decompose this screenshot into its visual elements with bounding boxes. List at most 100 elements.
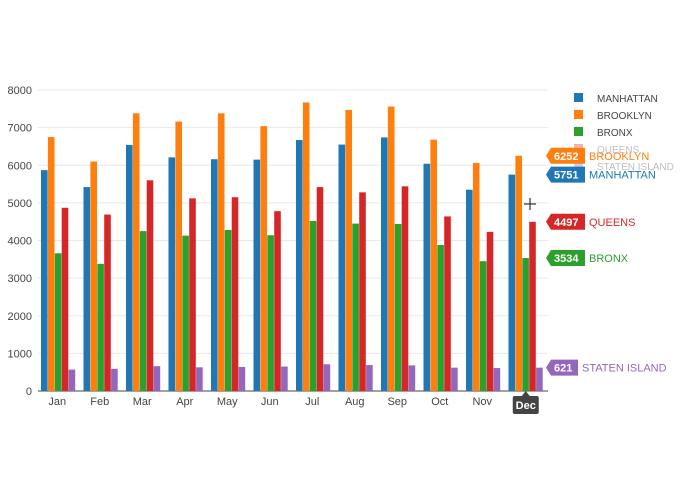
bar-staten-island-jun[interactable] [281, 366, 288, 391]
hover-series-name: QUEENS [589, 217, 635, 229]
hover-value: 5751 [554, 170, 578, 182]
bar-brooklyn-dec[interactable] [515, 155, 522, 391]
bar-queens-jun[interactable] [274, 211, 281, 391]
bar-manhattan-jun[interactable] [253, 159, 261, 391]
bar-bronx-jan[interactable] [54, 253, 62, 391]
bar-bronx-feb[interactable] [97, 263, 104, 391]
hover-box [546, 166, 585, 183]
hover-value: 621 [554, 363, 572, 375]
x-axis: Jan Feb Mar Apr May Jun Jul Aug Sep Oct Nov Dec [48, 391, 539, 414]
bar-queens-may[interactable] [231, 197, 239, 391]
bar-manhattan-may[interactable] [211, 159, 218, 391]
legend-item-staten-island[interactable]: STATEN ISLAND [574, 161, 674, 173]
bar-brooklyn-apr[interactable] [175, 121, 182, 391]
bar-staten-island-oct[interactable] [451, 367, 458, 391]
bar-queens-nov[interactable] [486, 231, 494, 391]
x-tick-label: Mar [133, 396, 152, 408]
bar-brooklyn-may[interactable] [217, 113, 225, 391]
bar-staten-island-dec[interactable] [536, 367, 543, 391]
bar-queens-aug[interactable] [359, 192, 366, 391]
y-tick-label: 2000 [8, 311, 32, 323]
hover-box [546, 359, 578, 376]
legend-item-manhattan[interactable]: MANHATTAN [574, 93, 658, 105]
bar-staten-island-mar[interactable] [153, 366, 161, 391]
bars[interactable] [41, 102, 543, 392]
legend-item-brooklyn[interactable]: BROOKLYN [574, 110, 652, 122]
bar-brooklyn-oct[interactable] [430, 139, 437, 391]
bar-manhattan-dec[interactable] [508, 174, 516, 391]
bar-bronx-jul[interactable] [309, 220, 317, 391]
bar-queens-sep[interactable] [401, 186, 409, 391]
hover-box [546, 250, 585, 267]
hover-box [546, 147, 585, 164]
bar-queens-jul[interactable] [316, 187, 324, 391]
hover-label-brooklyn: 6252 BROOKLYN [546, 147, 649, 164]
hover-series-name: BRONX [589, 253, 629, 265]
bar-manhattan-sep[interactable] [381, 137, 388, 391]
bar-manhattan-oct[interactable] [423, 163, 431, 391]
x-tick-label: Apr [176, 396, 193, 408]
bar-bronx-sep[interactable] [394, 223, 402, 391]
x-tick-label: Jun [261, 396, 279, 408]
bar-queens-oct[interactable] [444, 216, 451, 391]
y-tick-label: 4000 [8, 236, 32, 248]
bar-staten-island-aug[interactable] [366, 365, 373, 391]
bar-brooklyn-jan[interactable] [47, 137, 55, 391]
bar-queens-dec[interactable] [529, 221, 536, 391]
hover-series-name: BROOKLYN [589, 151, 649, 163]
bar-brooklyn-feb[interactable] [90, 161, 97, 391]
y-tick-label: 7000 [8, 123, 32, 135]
bar-brooklyn-jul[interactable] [302, 102, 310, 391]
legend-label: STATEN ISLAND [597, 162, 674, 173]
bar-bronx-aug[interactable] [352, 223, 359, 391]
bar-staten-island-nov[interactable] [493, 368, 501, 391]
bar-bronx-mar[interactable] [139, 231, 147, 391]
x-tick-label: Jul [305, 396, 319, 408]
hover-label-staten-island: 621 STATEN ISLAND [546, 359, 667, 376]
bar-staten-island-feb[interactable] [111, 368, 118, 391]
hover-value: 4497 [554, 217, 578, 229]
grid-lines [38, 89, 548, 392]
bar-manhattan-feb[interactable] [83, 187, 91, 391]
bar-staten-island-jan[interactable] [68, 369, 76, 391]
legend-item-bronx[interactable]: BRONX [574, 127, 633, 139]
bar-bronx-apr[interactable] [182, 235, 189, 391]
bar-queens-mar[interactable] [146, 180, 154, 391]
bar-brooklyn-mar[interactable] [132, 113, 140, 391]
bar-manhattan-jul[interactable] [296, 140, 303, 391]
y-tick-label: 1000 [8, 348, 32, 360]
legend-label: BRONX [597, 128, 633, 139]
bar-queens-feb[interactable] [104, 214, 111, 391]
legend-label: BROOKLYN [597, 111, 652, 122]
hover-series-name: STATEN ISLAND [582, 363, 667, 375]
hover-value: 6252 [554, 151, 578, 163]
bar-manhattan-aug[interactable] [338, 144, 346, 391]
x-tick-label-active: Dec [516, 400, 536, 412]
legend-swatch [574, 127, 583, 136]
hover-box [546, 213, 585, 230]
bar-manhattan-nov[interactable] [466, 189, 473, 391]
bar-bronx-oct[interactable] [437, 245, 444, 391]
bar-bronx-nov[interactable] [479, 261, 487, 391]
hover-series-name: MANHATTAN [589, 170, 656, 182]
bar-staten-island-may[interactable] [238, 366, 246, 391]
bar-staten-island-jul[interactable] [323, 364, 331, 391]
y-tick-label: 0 [26, 386, 32, 398]
bar-brooklyn-jun[interactable] [260, 126, 267, 392]
bar-bronx-may[interactable] [224, 229, 232, 391]
bar-brooklyn-nov[interactable] [472, 162, 480, 391]
bar-staten-island-apr[interactable] [196, 367, 203, 391]
bar-queens-apr[interactable] [189, 198, 196, 391]
bar-brooklyn-sep[interactable] [387, 106, 395, 392]
legend-swatch [574, 161, 583, 170]
bar-staten-island-sep[interactable] [408, 365, 416, 391]
bar-manhattan-apr[interactable] [168, 157, 176, 391]
bar-bronx-jun[interactable] [267, 235, 274, 391]
bar-queens-jan[interactable] [61, 207, 69, 391]
bar-manhattan-jan[interactable] [41, 170, 48, 391]
bar-brooklyn-aug[interactable] [345, 109, 352, 391]
bar-bronx-dec[interactable] [522, 258, 529, 391]
bar-manhattan-mar[interactable] [126, 144, 133, 391]
x-tick-label: Feb [90, 396, 109, 408]
